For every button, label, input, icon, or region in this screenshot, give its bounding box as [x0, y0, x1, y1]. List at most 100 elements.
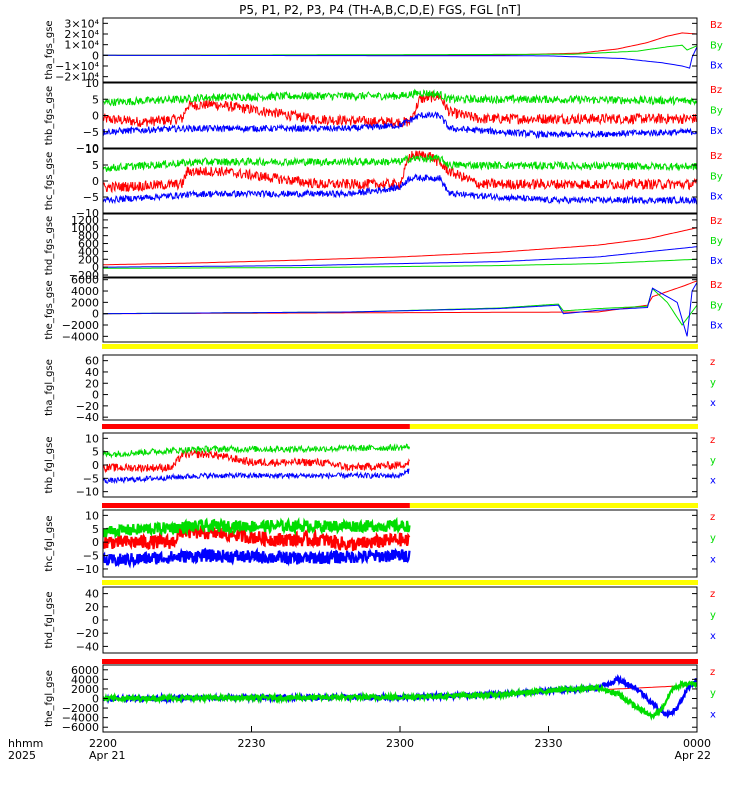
- ytick-label: −20: [76, 627, 99, 640]
- ytick-label: −5: [83, 472, 99, 485]
- series-Bz-line: [103, 32, 697, 56]
- ytick-label: 60: [85, 355, 99, 368]
- ytick-label: 4000: [71, 285, 99, 298]
- panel-frame: [102, 586, 698, 654]
- ylabel-thc_fgs_gse: thc_fgs_gse: [44, 152, 55, 211]
- ylabel-the_fgs_gse: the_fgs_gse: [44, 280, 55, 339]
- legend-By: By: [710, 171, 723, 182]
- ytick-label: 1000: [71, 222, 99, 235]
- ytick-label: 5: [92, 93, 99, 106]
- ytick-label: 10: [85, 432, 99, 445]
- series-Bz-line: [103, 150, 697, 194]
- ytick-label: 400: [78, 245, 99, 258]
- xaxis-row2-label: 2025: [8, 749, 36, 762]
- ytick-label: 0: [92, 308, 99, 321]
- legend-By: By: [710, 40, 723, 51]
- xtick-label: 2230: [238, 737, 266, 750]
- series-group: [103, 674, 697, 721]
- ytick-label: −2000: [62, 319, 99, 332]
- legend-Bz: Bz: [710, 20, 722, 31]
- ytick-label: −10: [76, 142, 99, 155]
- ytick-label: 40: [85, 588, 99, 601]
- series-Bx-line: [103, 246, 697, 268]
- legend-Bz: Bz: [710, 280, 722, 291]
- panel-frame: [102, 82, 698, 149]
- status-bar-yellow: [102, 580, 698, 585]
- legend-By: By: [710, 106, 723, 117]
- ytick-label: 10: [85, 77, 99, 90]
- ytick-label: −40: [76, 411, 99, 424]
- ytick-label: 0: [92, 693, 99, 706]
- ytick-label: 1×10⁴: [64, 39, 99, 52]
- panel-frame: [102, 148, 698, 214]
- legend-y: y: [710, 610, 716, 621]
- series-z-line: [103, 524, 411, 551]
- legend-Bx: Bx: [710, 61, 723, 72]
- status-bar-yellow: [409, 503, 698, 508]
- ytick-label: 6000: [71, 274, 99, 287]
- ylabel-thd_fgs_gse: thd_fgs_gse: [44, 216, 55, 275]
- ytick-label: 0: [92, 389, 99, 402]
- ytick-label: 800: [78, 230, 99, 243]
- ytick-label: −5: [83, 550, 99, 563]
- panel-frame: [102, 509, 698, 578]
- ytick-label: 40: [85, 366, 99, 379]
- series-group: [103, 227, 697, 269]
- plot-title: P5, P1, P2, P3, P4 (TH-A,B,C,D,E) FGS, F…: [239, 3, 521, 17]
- legend-Bx: Bx: [710, 192, 723, 203]
- xtick-label: 2300: [386, 737, 414, 750]
- legend-x: x: [710, 476, 716, 487]
- series-Bx-line: [103, 282, 697, 337]
- series-By-line: [103, 258, 697, 269]
- series-group: [103, 280, 697, 337]
- series-Bx-line: [103, 46, 697, 69]
- legend-y: y: [710, 688, 716, 699]
- panel-thc_fgs_gse: 10 5 0 −5 −10 thc_fgs_gse Bz By Bx: [44, 143, 723, 220]
- ytick-label: −10: [76, 207, 99, 220]
- ytick-label: −10: [76, 486, 99, 499]
- series-y-line: [103, 516, 411, 539]
- series-Bz-line: [103, 90, 697, 129]
- series-Bz-line: [103, 227, 697, 266]
- ytick-label: 5: [92, 159, 99, 172]
- ytick-label: 0: [92, 49, 99, 62]
- legend-z: z: [710, 667, 715, 678]
- series-Bz-line: [103, 280, 697, 315]
- panel-frame: [102, 17, 698, 83]
- ytick-label: 10: [85, 509, 99, 522]
- series-x-line: [103, 547, 411, 569]
- status-bar-red: [102, 659, 698, 664]
- ytick-label: −1×10⁴: [55, 60, 99, 73]
- legend-x: x: [710, 709, 716, 720]
- series-By-line: [103, 88, 697, 107]
- ytick-label: 2000: [71, 296, 99, 309]
- legend-y: y: [710, 378, 716, 389]
- ytick-label: 0: [92, 175, 99, 188]
- xtick-sublabel: Apr 22: [674, 749, 711, 762]
- ytick-label: 0: [92, 110, 99, 123]
- legend-Bx: Bx: [710, 321, 723, 332]
- legend-By: By: [710, 236, 723, 247]
- ytick-label: 20: [85, 377, 99, 390]
- ytick-label: 3×10⁴: [64, 17, 99, 30]
- ytick-label: −40: [76, 640, 99, 653]
- ylabel-the_fgl_gse: the_fgl_gse: [44, 670, 55, 727]
- series-group: [103, 88, 697, 140]
- panel-frame: [102, 354, 698, 421]
- ytick-label: 200: [78, 253, 99, 266]
- legend-Bz: Bz: [710, 151, 722, 162]
- series-By-line: [103, 287, 697, 326]
- ylabel-tha_fgs_gse: tha_fgs_gse: [44, 20, 55, 79]
- ytick-label: 0: [92, 536, 99, 549]
- legend-x: x: [710, 554, 716, 565]
- series-Bx-line: [103, 173, 697, 206]
- legend-Bx: Bx: [710, 126, 723, 137]
- ytick-label: −4000: [62, 712, 99, 725]
